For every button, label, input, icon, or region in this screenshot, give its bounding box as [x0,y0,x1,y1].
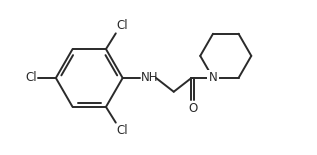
Text: Cl: Cl [117,19,128,32]
Text: N: N [209,71,217,84]
Text: N: N [209,71,217,84]
Text: Cl: Cl [117,124,128,137]
Text: NH: NH [141,71,159,84]
Text: Cl: Cl [26,71,37,84]
Text: O: O [188,102,197,115]
